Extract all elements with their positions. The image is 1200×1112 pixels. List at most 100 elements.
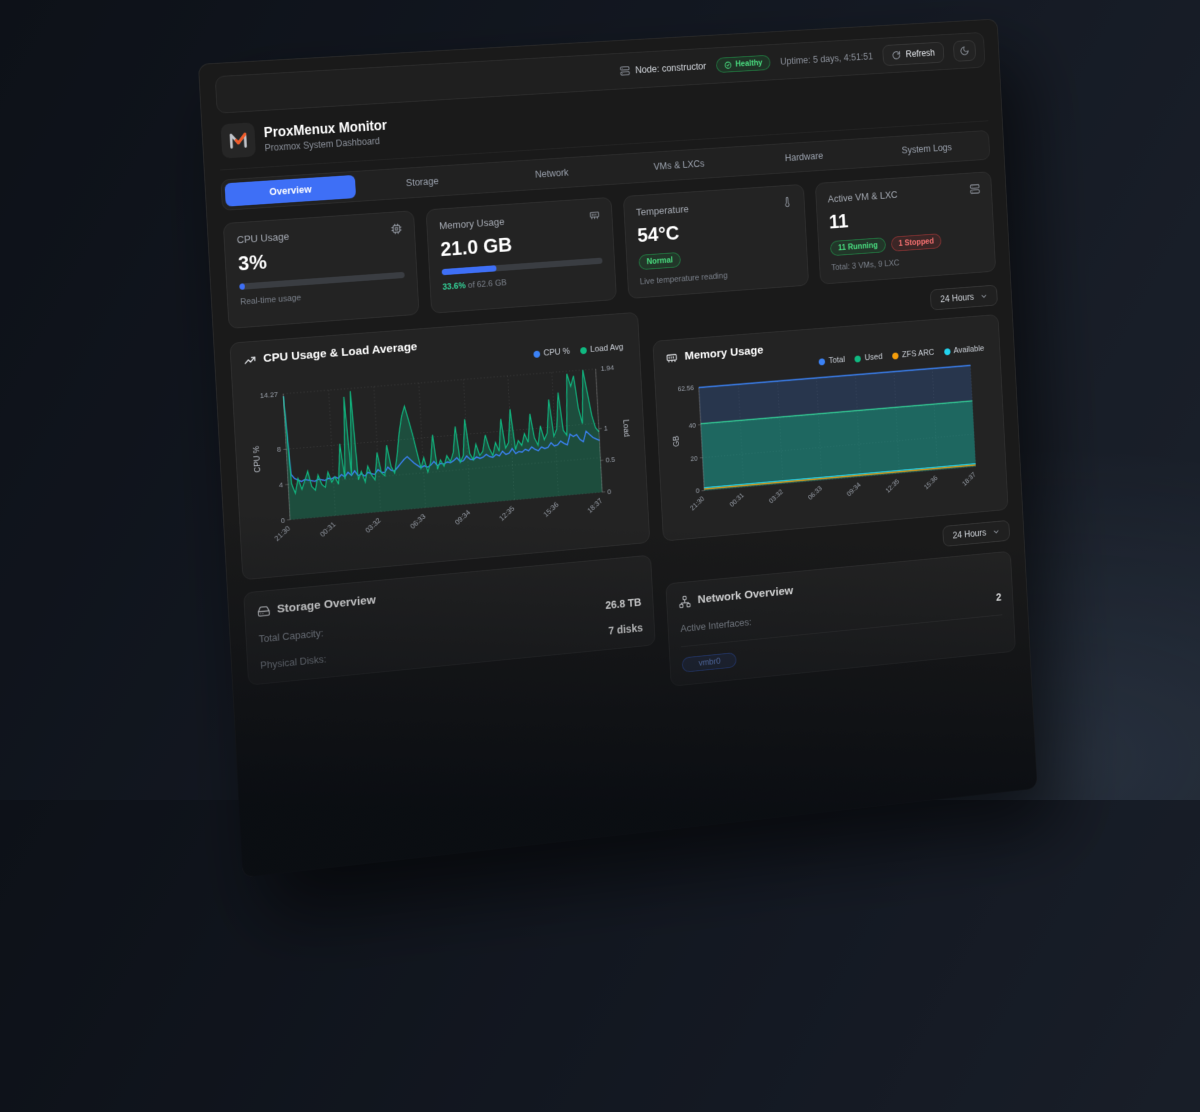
uptime-text: Uptime: 5 days, 4:51:51 [780, 51, 873, 67]
trending-up-icon [243, 353, 257, 367]
storage-overview-card: Storage Overview Total Capacity: 26.8 TB… [243, 555, 656, 686]
cpu-usage-progress-fill [239, 283, 244, 290]
cpu-usage-card: CPU Usage 3% Real-time usage [223, 210, 420, 329]
svg-text:8: 8 [277, 445, 281, 454]
svg-text:12:35: 12:35 [885, 478, 901, 494]
active-vm-lxc-card: Active VM & LXC 11 11 Running 1 Stopped … [815, 171, 996, 284]
tab-vms-lxcs[interactable]: VMs & LXCs [617, 150, 741, 181]
scene: Node: constructor Healthy Uptime: 5 days… [198, 64, 1200, 1112]
vms-total-caption: Total: 3 VMs, 9 LXC [831, 252, 984, 272]
memory-usage-progress-fill [442, 265, 497, 275]
thermometer-icon [782, 196, 793, 208]
svg-text:CPU %: CPU % [252, 446, 262, 473]
network-overview-card: Network Overview Active Interfaces: 2 vm… [666, 551, 1016, 687]
temperature-label: Temperature [636, 203, 689, 218]
memory-usage-label: Memory Usage [439, 216, 505, 232]
svg-text:03:32: 03:32 [769, 489, 785, 506]
cpu-icon [391, 223, 403, 235]
svg-text:14.27: 14.27 [260, 390, 278, 400]
refresh-button[interactable]: Refresh [882, 42, 944, 66]
tab-system-logs[interactable]: System Logs [867, 134, 987, 164]
logo-m-icon [226, 128, 250, 153]
network-icon [679, 594, 692, 608]
cpu-usage-caption: Real-time usage [240, 286, 406, 307]
svg-text:06:33: 06:33 [408, 512, 427, 531]
vms-running-badge: 11 Running [830, 237, 886, 256]
load-legend-dot [580, 347, 587, 354]
storage-overview-title: Storage Overview [277, 594, 376, 617]
tab-storage[interactable]: Storage [358, 166, 487, 197]
active-vm-lxc-label: Active VM & LXC [827, 189, 897, 205]
vms-stopped-badge: 1 Stopped [891, 233, 942, 251]
cpu-legend-dot [533, 350, 540, 357]
svg-text:06:33: 06:33 [808, 485, 824, 502]
temperature-card: Temperature 54°C Normal Live temperature… [623, 184, 809, 299]
svg-text:00:31: 00:31 [729, 492, 745, 509]
svg-text:0: 0 [696, 488, 700, 495]
tab-hardware[interactable]: Hardware [743, 142, 865, 172]
active-vm-lxc-value: 11 [828, 200, 981, 234]
svg-text:Load: Load [621, 419, 630, 437]
memory-chart-icon [666, 351, 679, 365]
svg-text:21:30: 21:30 [273, 524, 292, 543]
svg-text:03:32: 03:32 [363, 516, 382, 535]
svg-text:15:36: 15:36 [924, 475, 940, 491]
temperature-value: 54°C [637, 213, 795, 247]
memory-usage-caption: 33.6% of 62.6 GB [442, 271, 603, 292]
dashboard-panel: Node: constructor Healthy Uptime: 5 days… [198, 19, 1037, 878]
available-legend-dot [944, 348, 951, 355]
cpu-usage-label: CPU Usage [237, 230, 290, 245]
svg-text:21:30: 21:30 [690, 496, 707, 513]
svg-text:0: 0 [281, 516, 285, 525]
tab-overview[interactable]: Overview [225, 175, 356, 207]
server-icon [620, 65, 631, 76]
svg-text:20: 20 [691, 455, 699, 462]
svg-text:09:34: 09:34 [847, 482, 863, 498]
svg-text:12:35: 12:35 [497, 504, 516, 523]
total-legend-dot [819, 358, 826, 365]
health-badge: Healthy [716, 55, 771, 73]
moon-icon [959, 45, 969, 56]
timeframe-dropdown-2[interactable]: 24 Hours [942, 520, 1010, 547]
memory-chart: 0 20 40 62.56 21:30 00:31 03:32 06:33 09:34 12:35… [667, 354, 996, 532]
memory-usage-value: 21.0 GB [440, 227, 602, 262]
server-stack-icon [969, 183, 980, 195]
cpu-usage-value: 3% [238, 240, 404, 276]
svg-text:40: 40 [689, 422, 697, 429]
node-label: Node: constructor [635, 61, 706, 76]
network-interface-badge[interactable]: vmbr0 [682, 652, 737, 672]
refresh-icon [892, 50, 902, 60]
memory-chart-title: Memory Usage [684, 344, 763, 364]
memory-icon [589, 209, 601, 221]
used-legend-dot [855, 355, 862, 362]
memory-usage-card: Memory Usage 21.0 GB 33.6% of 62.6 GB [426, 197, 617, 314]
zfs-arc-legend-dot [892, 352, 899, 359]
svg-text:62.56: 62.56 [678, 385, 695, 393]
svg-text:15:36: 15:36 [542, 500, 561, 519]
svg-text:4: 4 [279, 480, 283, 489]
timeframe-dropdown[interactable]: 24 Hours [930, 285, 998, 311]
node-info: Node: constructor [620, 61, 707, 77]
svg-text:18:37: 18:37 [962, 471, 978, 487]
svg-text:09:34: 09:34 [453, 508, 472, 527]
tab-network[interactable]: Network [488, 158, 615, 189]
network-overview-title: Network Overview [697, 584, 793, 607]
hard-drive-icon [257, 604, 271, 618]
cpu-load-chart-card: CPU Usage & Load Average CPU % Load Avg … [229, 312, 650, 581]
svg-text:18:37: 18:37 [586, 496, 604, 515]
svg-text:GB: GB [673, 435, 682, 447]
temperature-caption: Live temperature reading [640, 266, 797, 287]
svg-text:0.5: 0.5 [605, 455, 615, 465]
dark-mode-toggle[interactable] [953, 40, 976, 62]
chevron-down-icon [992, 527, 1000, 536]
chevron-down-icon [980, 292, 988, 301]
main-columns: CPU Usage & Load Average CPU % Load Avg … [229, 285, 1015, 730]
temperature-status-badge: Normal [638, 252, 681, 270]
svg-text:1.94: 1.94 [600, 363, 614, 373]
memory-chart-card: Memory Usage Total Used ZFS ARC Availabl… [653, 314, 1009, 541]
proxmenux-logo [221, 122, 256, 158]
svg-text:00:31: 00:31 [318, 520, 337, 539]
svg-text:1: 1 [604, 423, 608, 432]
check-circle-icon [724, 60, 732, 69]
